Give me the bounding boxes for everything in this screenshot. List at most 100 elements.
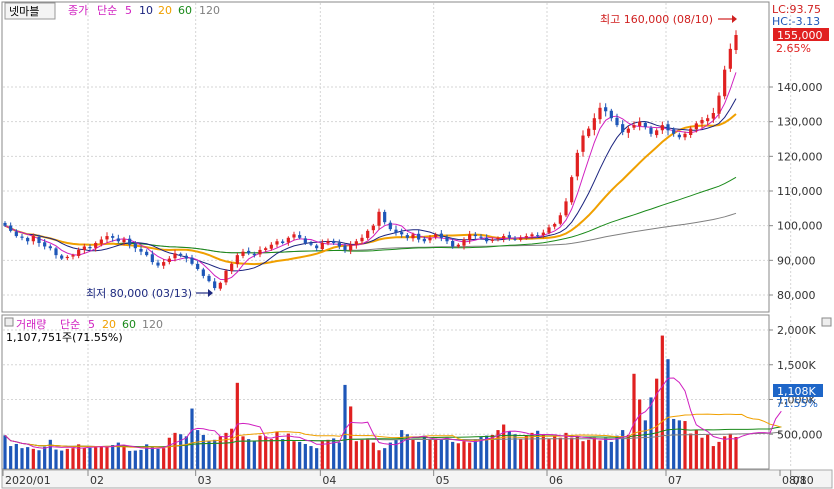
candle-body xyxy=(298,235,302,238)
candle-body xyxy=(485,238,489,242)
candle-body xyxy=(343,245,347,250)
candle-body xyxy=(473,234,477,237)
volume-bar xyxy=(558,437,562,469)
candle-body xyxy=(383,211,387,223)
candle-body xyxy=(173,253,177,259)
volume-bar xyxy=(581,441,585,469)
volume-bar xyxy=(326,439,330,469)
volume-bar xyxy=(298,441,302,469)
time-tick-label: 08/10 xyxy=(782,474,814,487)
volume-bar xyxy=(71,448,75,469)
price-series-label: 종가 xyxy=(68,4,88,17)
time-tick-label: 03 xyxy=(198,474,212,487)
candle-body xyxy=(230,263,234,272)
volume-bar xyxy=(479,437,483,469)
candle-body xyxy=(553,223,557,227)
panel-collapse-button[interactable] xyxy=(821,317,832,327)
volume-bar xyxy=(218,436,222,469)
candle-body xyxy=(26,237,30,242)
volume-bar xyxy=(394,439,398,469)
candle-body xyxy=(598,107,602,120)
candle-body xyxy=(292,234,296,238)
candle-body xyxy=(621,124,625,133)
candle-body xyxy=(179,253,183,256)
volume-bar xyxy=(490,434,494,469)
volume-bar xyxy=(190,408,194,469)
volume-bar xyxy=(156,448,160,469)
candle-body xyxy=(156,262,160,266)
candle-body xyxy=(218,282,222,289)
candle-body xyxy=(105,236,109,240)
volume-bar xyxy=(343,384,347,469)
volume-bar xyxy=(587,439,591,469)
candle-body xyxy=(609,110,613,119)
volume-bar xyxy=(677,420,681,469)
candle-body xyxy=(303,238,307,243)
candle-body xyxy=(162,262,166,266)
stock-name-box[interactable] xyxy=(4,2,56,20)
time-tick-label: 08 xyxy=(793,474,807,487)
volume-bar xyxy=(332,438,336,469)
candle-body xyxy=(128,238,132,245)
candle-body xyxy=(734,35,738,51)
volume-bar xyxy=(728,433,732,469)
volume-bar xyxy=(111,445,115,469)
price-panel-frame xyxy=(1,1,770,313)
candle-body xyxy=(37,236,41,243)
candle-body xyxy=(672,129,676,134)
candle-body xyxy=(241,251,245,256)
candle-body xyxy=(456,244,460,247)
candle-body xyxy=(150,254,154,263)
volume-bar xyxy=(541,434,545,469)
candle-body xyxy=(14,231,18,237)
candle-body xyxy=(570,177,574,203)
candle-body xyxy=(660,125,664,131)
price-panel-button[interactable] xyxy=(4,317,14,327)
candle-body xyxy=(94,243,98,248)
candle-body xyxy=(320,243,324,250)
volume-series-label: 거래량 xyxy=(16,318,46,331)
vol-ma60-legend: 60 xyxy=(122,318,136,331)
volume-bar xyxy=(20,448,24,469)
volume-bar xyxy=(88,447,92,469)
high-annotation: 최고 160,000 (08/10) xyxy=(600,13,713,26)
candle-body xyxy=(332,240,336,243)
candle-body xyxy=(224,270,228,283)
candle-body xyxy=(3,222,7,226)
volume-current: 1,107,751주(71.55%) xyxy=(6,331,123,344)
volume-bar xyxy=(547,439,551,469)
candle-body xyxy=(524,236,528,238)
volume-bar xyxy=(451,441,455,469)
candle-body xyxy=(309,243,313,245)
volume-bar xyxy=(196,430,200,469)
volume-bar xyxy=(241,436,245,469)
volume-bar xyxy=(258,435,262,469)
volume-bar xyxy=(411,439,415,469)
volume-bar xyxy=(60,450,64,469)
volume-bar xyxy=(422,435,426,469)
ma5-line xyxy=(4,72,737,281)
volume-bar xyxy=(643,420,647,469)
volume-bar xyxy=(456,443,460,469)
volume-bar xyxy=(286,433,290,469)
volume-bar xyxy=(655,378,659,469)
volume-bar xyxy=(524,435,528,469)
volume-bar xyxy=(496,430,500,469)
candle-body xyxy=(643,122,647,127)
volume-bar xyxy=(400,430,404,469)
candle-body xyxy=(451,240,455,247)
volume-bar xyxy=(598,440,602,469)
candle-body xyxy=(377,211,381,226)
candle-body xyxy=(496,237,500,240)
volume-bar xyxy=(626,434,630,469)
volume-badge-value: 1,108K xyxy=(777,385,816,398)
candle-body xyxy=(354,241,358,245)
low-arrow-head xyxy=(208,289,213,297)
candle-body xyxy=(235,255,239,265)
volume-tick-label: 500,000 xyxy=(777,428,823,441)
time-tick-label: 02 xyxy=(90,474,104,487)
candle-body xyxy=(558,215,562,224)
volume-bar xyxy=(173,432,177,469)
candle-body xyxy=(315,245,319,249)
volume-bar xyxy=(683,421,687,469)
